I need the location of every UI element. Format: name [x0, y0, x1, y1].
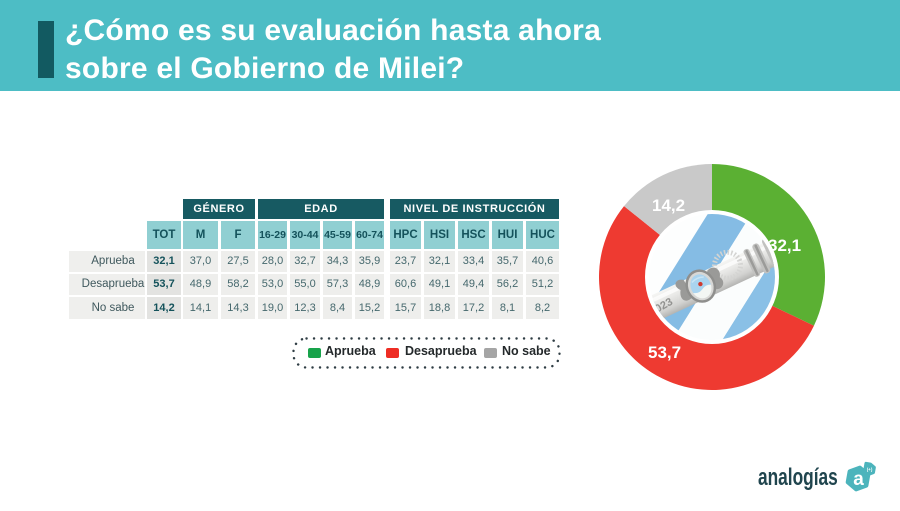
svg-text:(+): (+): [867, 467, 873, 472]
svg-text:a: a: [853, 469, 864, 490]
